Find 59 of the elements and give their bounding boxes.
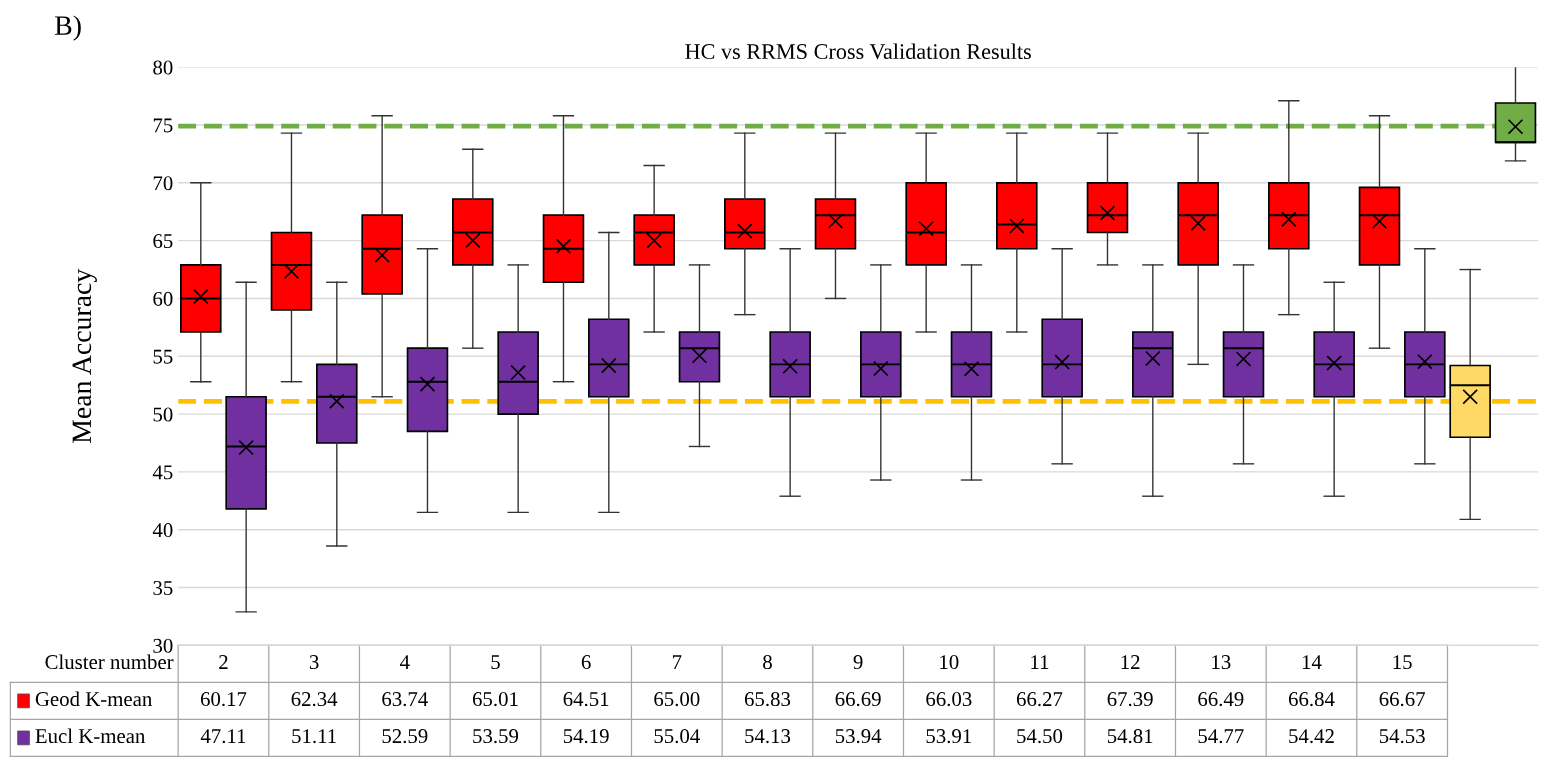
x-tick-label: 10 — [940, 655, 959, 670]
text: 66.27 — [1016, 692, 1063, 707]
text: 51.11 — [292, 729, 336, 744]
text: 66.69 — [835, 692, 881, 707]
text: 62.34 — [291, 692, 338, 707]
x-tick-label: 8 — [763, 655, 772, 670]
text: 66.49 — [1198, 692, 1244, 707]
y-tick-label: 35 — [153, 581, 173, 595]
y-tick-label: 30 — [153, 638, 173, 653]
y-tick-label: 75 — [153, 118, 173, 133]
x-tick-label: 15 — [1393, 655, 1412, 670]
text: 66.84 — [1288, 692, 1335, 707]
x-tick-label: 7 — [672, 655, 682, 669]
x-tick-label: 12 — [1121, 655, 1140, 669]
y-tick-label: 40 — [152, 523, 173, 538]
x-tick-label: 5 — [491, 655, 500, 670]
text: 54.13 — [745, 729, 791, 744]
y-tick-label: 60 — [153, 291, 173, 306]
legend-label: Eucl K-mean — [35, 728, 146, 744]
text: 53.94 — [835, 729, 882, 744]
y-tick-label: 50 — [153, 407, 173, 422]
text: B) — [55, 15, 81, 41]
chart-title: HC vs RRMS Cross Validation Results — [685, 43, 1031, 60]
x-axis-title: Cluster number — [45, 654, 174, 670]
text: 65.83 — [744, 692, 791, 707]
x-tick-label: 11 — [1031, 655, 1049, 669]
x-tick-label: 14 — [1302, 655, 1322, 669]
text: 65.01 — [472, 692, 518, 707]
text: 54.53 — [1379, 729, 1425, 744]
text: 66.03 — [926, 692, 972, 707]
text: 53.91 — [926, 729, 971, 744]
y-tick-label: 80 — [153, 60, 173, 75]
text: 64.51 — [563, 692, 609, 707]
text: 54.77 — [1198, 729, 1244, 744]
y-tick-label: 55 — [153, 349, 173, 364]
x-tick-label: 6 — [581, 655, 591, 670]
x-tick-label: 2 — [219, 655, 228, 669]
y-axis-title: Mean Accuracy — [72, 268, 97, 444]
text: 63.74 — [382, 692, 428, 707]
text: 47.11 — [200, 729, 246, 744]
y-tick-label: 70 — [153, 176, 173, 191]
text: 60.17 — [200, 692, 247, 707]
text: 54.81 — [1107, 729, 1153, 744]
text: 66.67 — [1379, 692, 1425, 707]
text: 65.00 — [654, 692, 700, 707]
y-tick-label: 65 — [153, 234, 173, 249]
x-tick-label: 9 — [853, 655, 863, 670]
x-tick-label: 4 — [400, 655, 410, 669]
text: 54.50 — [1017, 729, 1063, 744]
y-tick-label: 45 — [152, 465, 173, 480]
x-tick-label: 13 — [1212, 655, 1231, 670]
x-tick-label: 3 — [309, 655, 319, 670]
text: 54.19 — [563, 729, 609, 744]
text: 54.42 — [1289, 729, 1334, 744]
text: 52.59 — [382, 729, 428, 744]
text: 53.59 — [473, 729, 519, 744]
legend-label: Geod K-mean — [35, 691, 152, 707]
text: 55.04 — [654, 729, 700, 744]
text: 67.39 — [1107, 692, 1153, 707]
